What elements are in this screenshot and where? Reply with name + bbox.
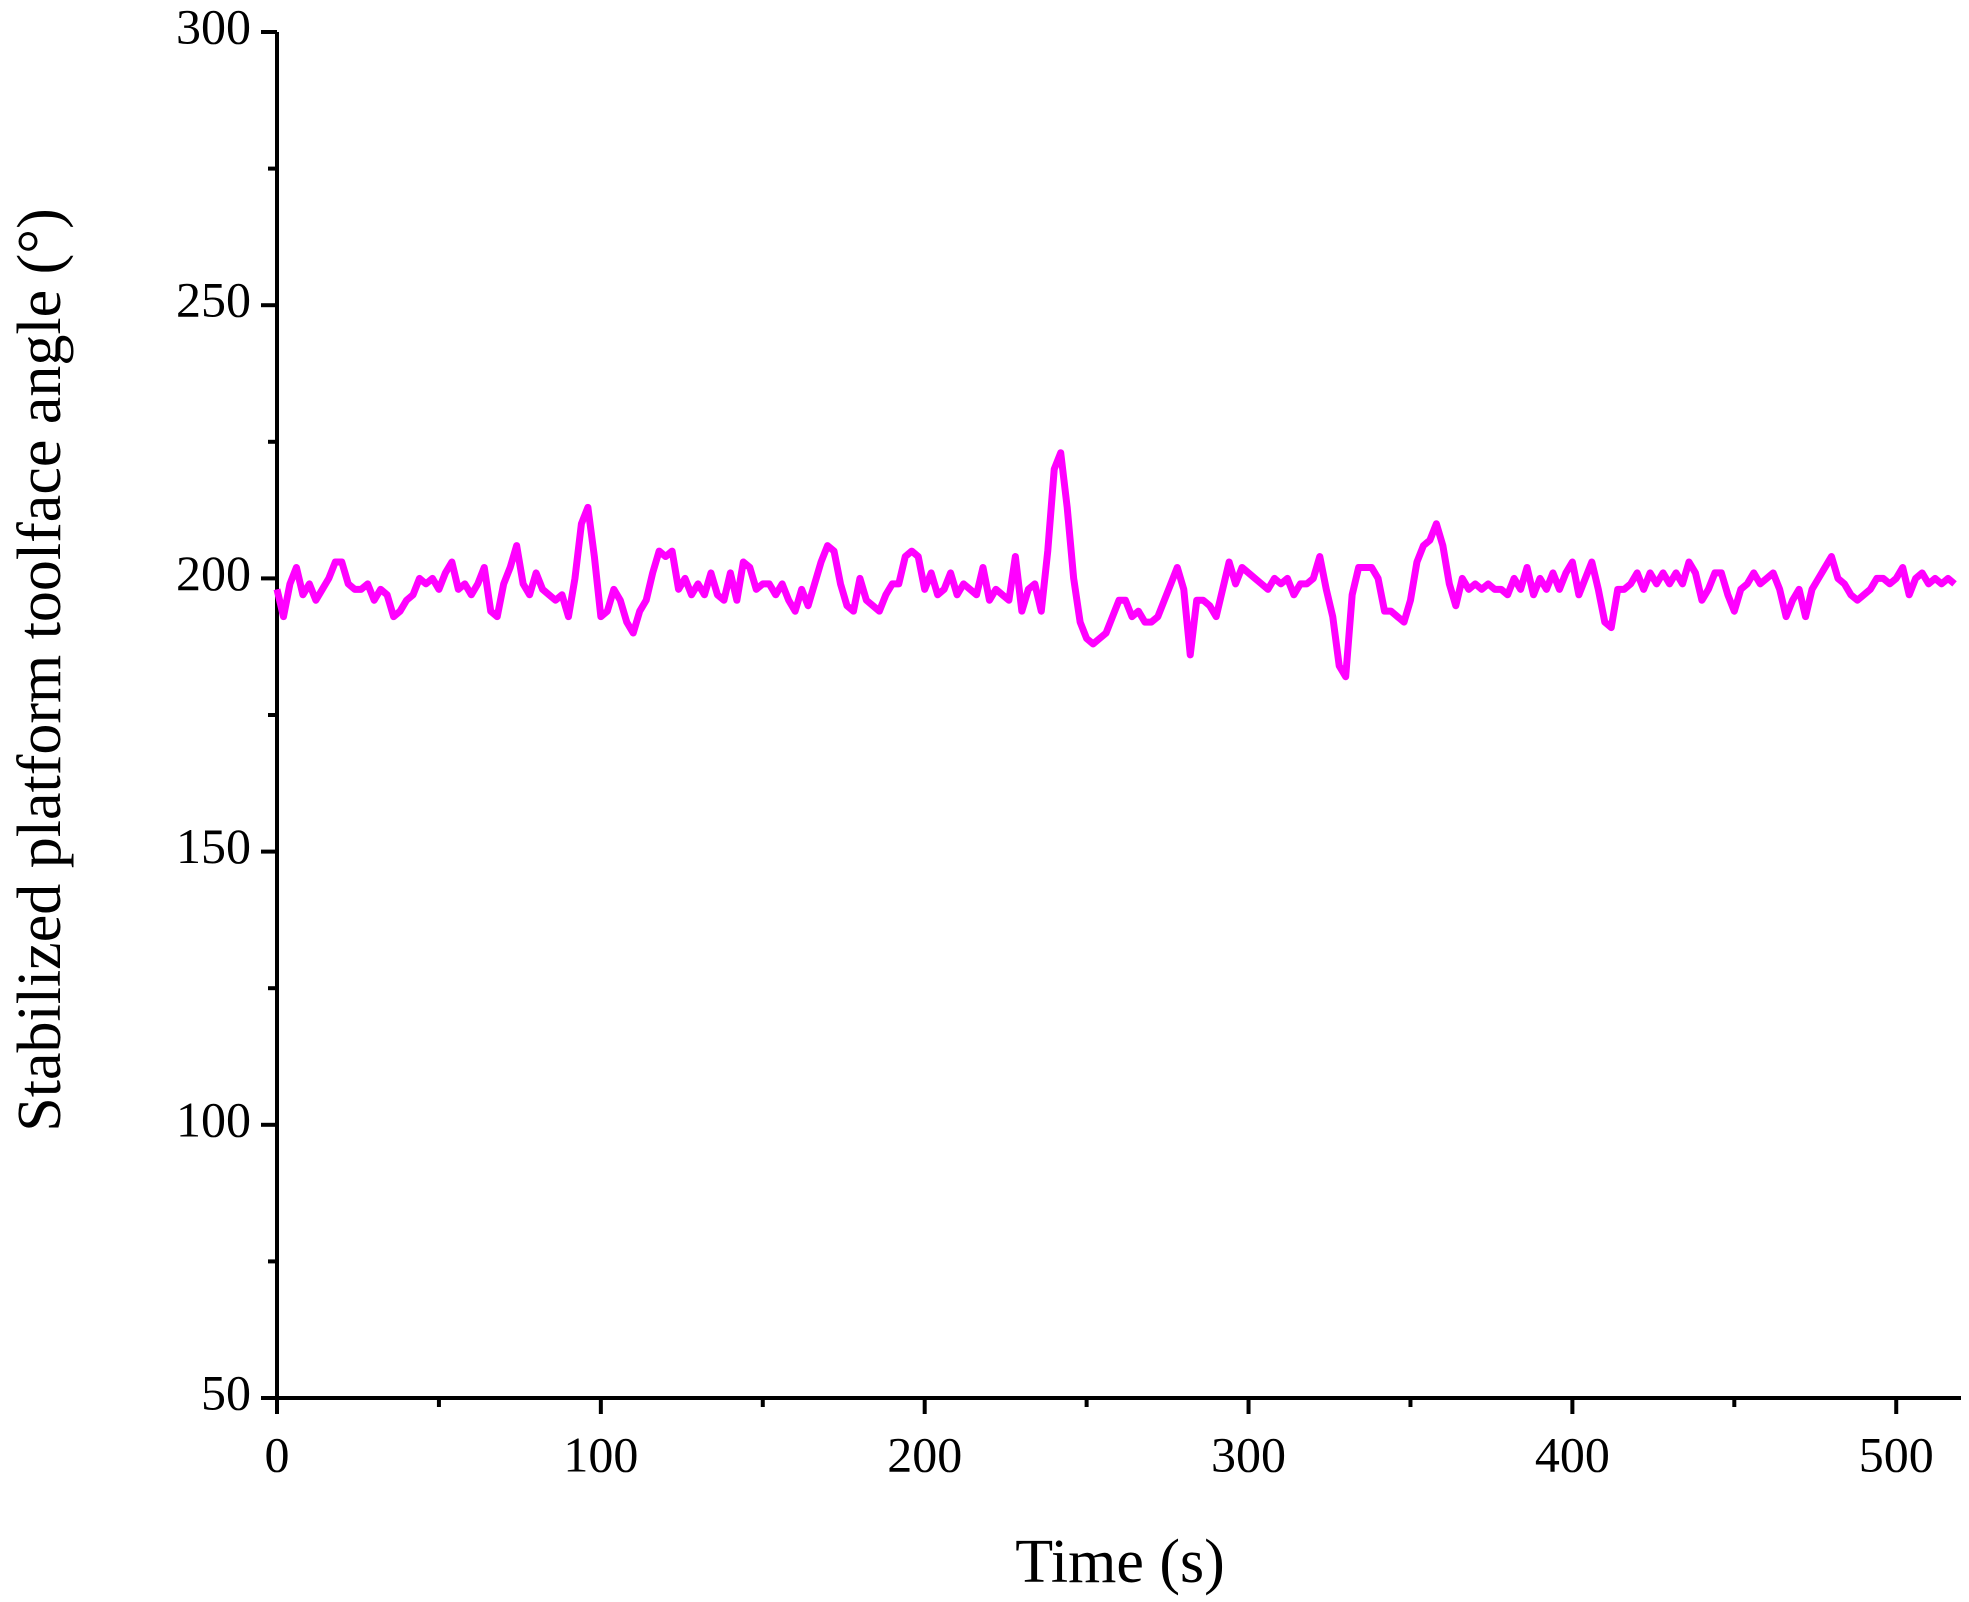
x-tick-label: 0 <box>265 1426 290 1482</box>
x-axis-title: Time (s) <box>1015 1528 1225 1596</box>
y-axis-title: Stabilized platform toolface angle (°) <box>6 208 74 1131</box>
data-line <box>273 449 1957 681</box>
x-tick-label: 200 <box>887 1426 962 1482</box>
y-tick-label: 300 <box>176 0 251 54</box>
x-tick-label: 100 <box>563 1426 638 1482</box>
y-tick-label: 200 <box>176 545 251 601</box>
y-tick-label: 100 <box>176 1091 251 1147</box>
y-tick-label: 150 <box>176 818 251 874</box>
x-tick-label: 300 <box>1211 1426 1286 1482</box>
x-tick-label: 400 <box>1535 1426 1610 1482</box>
x-tick-label: 500 <box>1859 1426 1934 1482</box>
y-tick-label: 50 <box>201 1364 251 1420</box>
y-tick-label: 250 <box>176 272 251 328</box>
